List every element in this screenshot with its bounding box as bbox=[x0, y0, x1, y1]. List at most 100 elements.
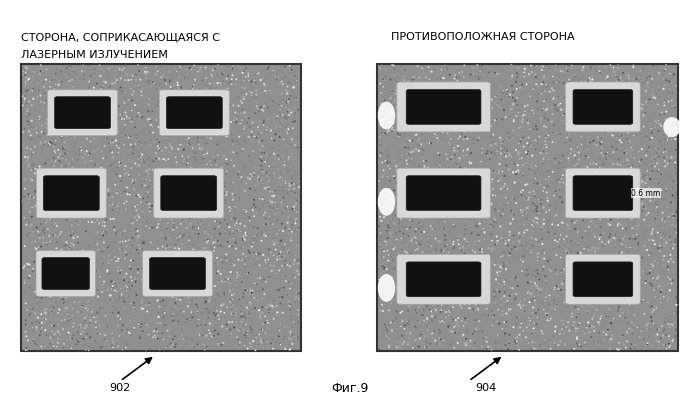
Point bbox=[123, 237, 134, 243]
Point bbox=[26, 139, 37, 146]
Point bbox=[252, 225, 263, 232]
Point bbox=[512, 246, 523, 253]
Point bbox=[246, 92, 257, 99]
Point bbox=[458, 153, 469, 160]
Point bbox=[616, 260, 627, 267]
Point bbox=[455, 116, 466, 122]
Point bbox=[612, 289, 624, 295]
Point bbox=[129, 102, 140, 108]
Point bbox=[194, 141, 205, 148]
Point bbox=[545, 123, 556, 129]
Point bbox=[452, 277, 463, 283]
Point bbox=[127, 323, 138, 330]
Point bbox=[163, 325, 174, 332]
Point bbox=[127, 242, 138, 249]
Point bbox=[417, 134, 428, 140]
Point bbox=[559, 266, 570, 273]
Point bbox=[164, 69, 175, 75]
Point bbox=[621, 338, 632, 344]
Point bbox=[380, 69, 391, 75]
Point bbox=[463, 169, 474, 176]
Point bbox=[503, 279, 514, 285]
Point bbox=[424, 138, 435, 144]
Point bbox=[287, 332, 298, 338]
Point bbox=[449, 344, 460, 351]
Point bbox=[74, 151, 85, 157]
Point bbox=[418, 306, 429, 313]
Point bbox=[402, 92, 413, 98]
Point bbox=[45, 247, 57, 253]
Point bbox=[442, 133, 454, 140]
Point bbox=[173, 245, 185, 252]
Point bbox=[200, 278, 211, 284]
Point bbox=[514, 196, 526, 202]
Point bbox=[37, 269, 48, 275]
Point bbox=[579, 330, 591, 336]
Point bbox=[87, 111, 99, 117]
Point bbox=[225, 269, 236, 275]
Point bbox=[203, 327, 214, 334]
Point bbox=[603, 326, 614, 333]
Point bbox=[617, 235, 628, 242]
Point bbox=[489, 245, 500, 251]
Point bbox=[444, 192, 455, 198]
Point bbox=[634, 97, 645, 103]
Point bbox=[233, 103, 244, 109]
Point bbox=[94, 220, 105, 226]
Point bbox=[289, 142, 301, 148]
Point bbox=[497, 308, 508, 315]
Point bbox=[199, 322, 210, 328]
Point bbox=[237, 279, 248, 285]
Point bbox=[41, 332, 52, 338]
Point bbox=[138, 157, 149, 163]
Point bbox=[588, 171, 599, 178]
Point bbox=[99, 253, 110, 260]
Point bbox=[633, 239, 644, 246]
Point bbox=[462, 298, 473, 305]
Point bbox=[206, 159, 217, 165]
Point bbox=[616, 139, 627, 146]
Point bbox=[291, 197, 303, 203]
Point bbox=[229, 174, 240, 180]
Point bbox=[556, 320, 567, 326]
Point bbox=[240, 229, 251, 236]
Point bbox=[468, 345, 480, 351]
Point bbox=[386, 116, 397, 122]
Point bbox=[593, 229, 604, 236]
Point bbox=[605, 320, 617, 326]
Point bbox=[378, 297, 389, 304]
Point bbox=[666, 221, 677, 228]
Point bbox=[386, 248, 397, 254]
Point bbox=[101, 135, 113, 142]
Point bbox=[526, 221, 538, 228]
Point bbox=[219, 255, 231, 261]
Point bbox=[144, 96, 155, 102]
Point bbox=[215, 313, 226, 320]
Point bbox=[486, 179, 497, 186]
Point bbox=[232, 325, 243, 331]
Point bbox=[94, 100, 106, 106]
Point bbox=[221, 81, 232, 87]
Ellipse shape bbox=[663, 117, 681, 137]
Point bbox=[211, 330, 222, 336]
Point bbox=[522, 197, 533, 203]
Point bbox=[496, 154, 507, 160]
Point bbox=[245, 105, 256, 111]
Point bbox=[596, 139, 607, 145]
Point bbox=[600, 320, 611, 326]
Point bbox=[538, 267, 549, 273]
Point bbox=[453, 241, 464, 247]
Point bbox=[436, 169, 447, 176]
Point bbox=[92, 330, 103, 337]
Point bbox=[563, 275, 575, 282]
Point bbox=[141, 321, 152, 328]
Point bbox=[417, 65, 428, 71]
Point bbox=[177, 63, 188, 69]
Point bbox=[469, 340, 480, 346]
Point bbox=[433, 108, 445, 115]
Point bbox=[255, 331, 266, 338]
Point bbox=[265, 96, 276, 102]
Point bbox=[642, 326, 654, 332]
Point bbox=[60, 156, 71, 163]
Point bbox=[238, 111, 249, 117]
